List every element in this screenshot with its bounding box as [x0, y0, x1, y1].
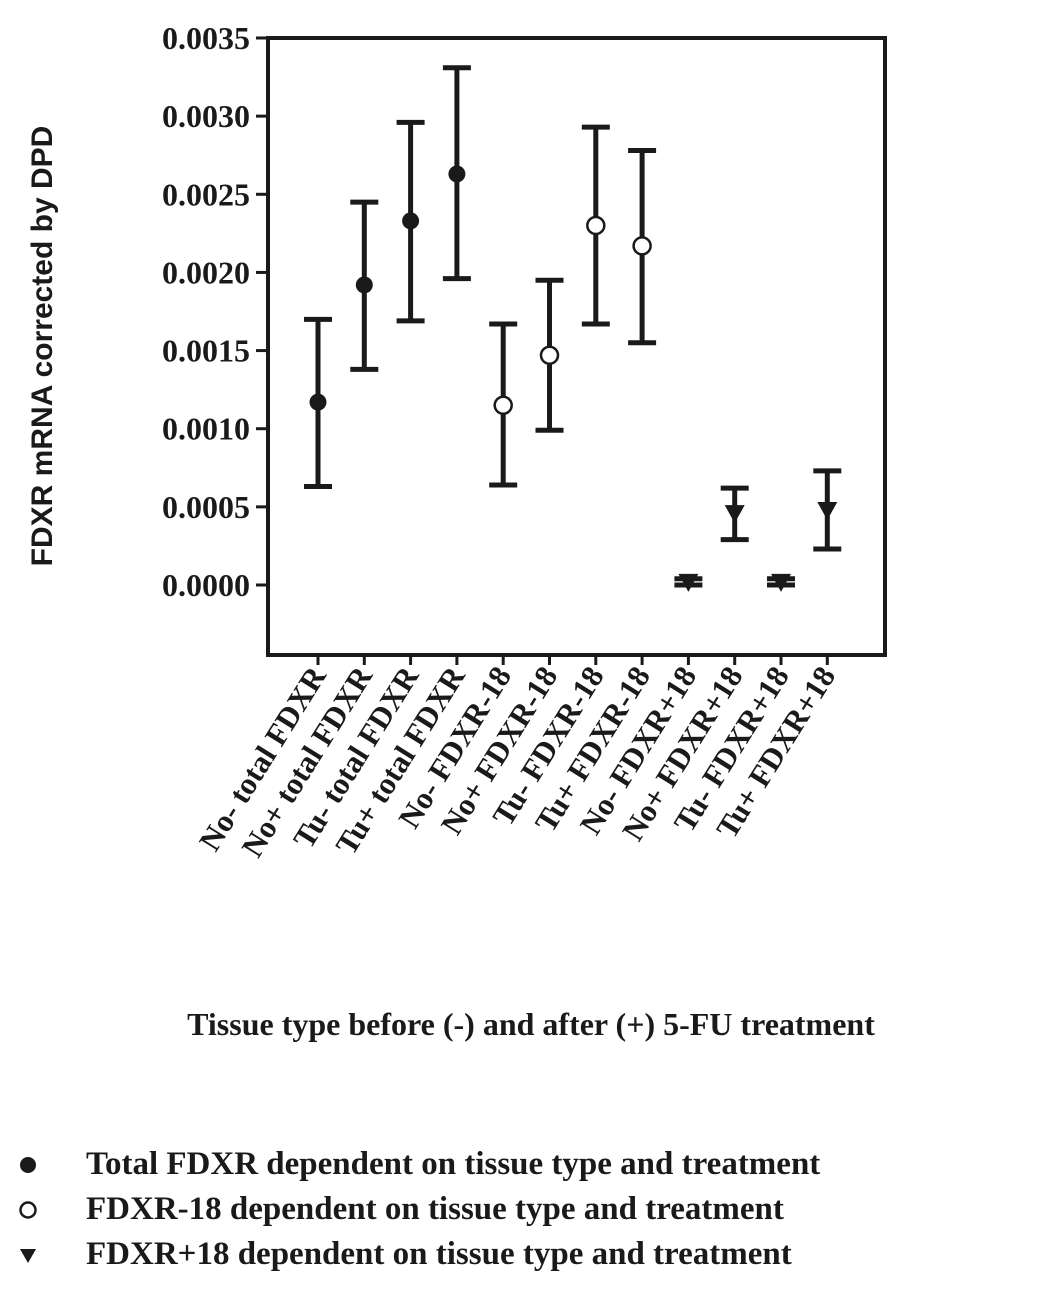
error-bar-group — [350, 199, 379, 372]
error-bar-group — [489, 321, 518, 488]
error-bar-group — [674, 573, 703, 592]
filled-triangle-down-icon — [20, 1248, 36, 1263]
y-tick-label: 0.0035 — [162, 20, 250, 56]
legend-label: FDXR+18 dependent on tissue type and tre… — [86, 1236, 792, 1272]
x-axis-label: Tissue type before (-) and after (+) 5-F… — [187, 1006, 875, 1042]
error-bar-group — [628, 148, 657, 346]
legend: Total FDXR dependent on tissue type and … — [14, 1142, 820, 1277]
data-point — [355, 276, 373, 294]
data-point — [539, 345, 560, 366]
data-point — [678, 573, 699, 592]
open-circle-icon — [19, 1200, 37, 1219]
filled-circle-icon — [20, 1156, 36, 1173]
error-bar-group — [442, 65, 471, 282]
data-point — [402, 212, 420, 230]
data-point — [493, 395, 513, 416]
y-axis-label: FDXR mRNA corrected by DPD — [26, 126, 59, 567]
y-tick-label: 0.0030 — [162, 98, 250, 134]
data-marks — [304, 65, 842, 592]
y-tick-label: 0.0020 — [162, 254, 250, 290]
legend-item-fdxr-plus-18: FDXR+18 dependent on tissue type and tre… — [14, 1232, 820, 1277]
error-bar-group — [581, 124, 610, 327]
y-tick-label: 0.0025 — [162, 176, 250, 212]
legend-label: FDXR-18 dependent on tissue type and tre… — [86, 1191, 784, 1227]
error-bar-group — [396, 119, 425, 324]
data-point — [771, 573, 791, 592]
chart: 0.0035 0.0030 0.0025 0.0020 0.0015 0.0010 0.00… — [26, 20, 887, 1042]
error-bar-group — [813, 468, 842, 552]
error-bar-group — [767, 573, 795, 592]
data-point — [586, 215, 606, 236]
data-point — [309, 393, 327, 411]
error-bar-group — [535, 277, 564, 433]
data-point — [632, 236, 652, 256]
data-point — [448, 165, 466, 183]
y-tick-label: 0.0010 — [162, 411, 250, 447]
legend-label: Total FDXR dependent on tissue type and … — [86, 1146, 821, 1182]
data-point — [817, 501, 838, 520]
y-tick-label: 0.0000 — [162, 567, 250, 603]
error-bar-group — [720, 485, 749, 543]
legend-item-fdxr-minus-18: FDXR-18 dependent on tissue type and tre… — [14, 1187, 820, 1232]
error-bar-group — [304, 316, 332, 490]
data-point — [724, 505, 745, 524]
y-tick-label: 0.0005 — [162, 489, 250, 525]
plot-area-frame — [266, 36, 887, 657]
y-tick-label: 0.0015 — [162, 333, 250, 369]
legend-item-total-fdxr: Total FDXR dependent on tissue type and … — [14, 1142, 820, 1187]
y-axis: 0.0035 0.0030 0.0025 0.0020 0.0015 0.0010 0.00… — [162, 20, 268, 603]
